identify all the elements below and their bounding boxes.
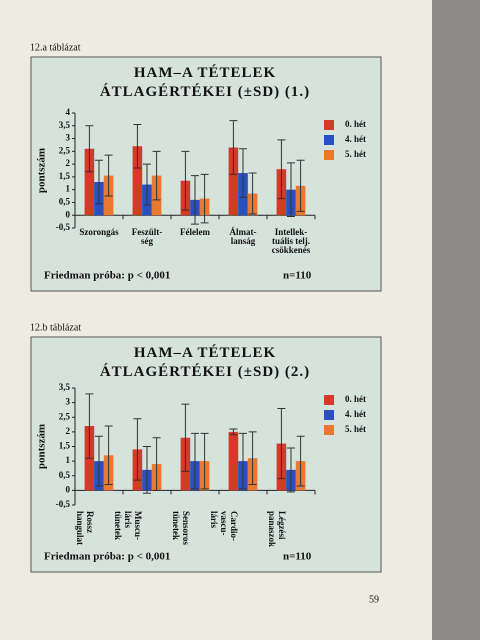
y-tick-label: 1 xyxy=(66,184,71,194)
x-tick-label: Félelem xyxy=(180,227,210,237)
error-bar xyxy=(239,148,247,198)
legend-swatch xyxy=(324,120,334,130)
page-number: 59 xyxy=(369,594,379,605)
error-bar xyxy=(248,172,257,215)
y-tick-label: 2,5 xyxy=(59,411,71,421)
y-tick-label: -0,5 xyxy=(56,499,71,509)
legend-swatch xyxy=(324,135,334,145)
x-tick-label: Szorongás xyxy=(79,227,119,237)
y-axis-label: pontszám xyxy=(36,424,48,469)
legend-label: 0. hét xyxy=(345,119,366,129)
y-tick-label: -0,5 xyxy=(56,222,71,232)
table-label: 12.b táblázat xyxy=(30,322,81,333)
y-tick-label: 4 xyxy=(66,107,71,117)
error-bar xyxy=(95,435,103,487)
legend-swatch xyxy=(324,410,334,420)
error-bar xyxy=(248,431,257,486)
bar xyxy=(228,147,239,216)
error-bar xyxy=(181,150,190,211)
y-tick-label: 0 xyxy=(66,209,71,219)
error-bar xyxy=(229,120,238,175)
x-tick-label: Rosszhangulat xyxy=(75,511,95,545)
error-bar xyxy=(95,159,103,205)
annotation: Friedman próba: p < 0,001 xyxy=(44,270,170,282)
y-tick-label: 3,5 xyxy=(59,120,71,130)
error-bar xyxy=(133,418,142,481)
y-tick-label: 3 xyxy=(66,397,71,407)
y-tick-label: 3,5 xyxy=(59,382,71,392)
y-tick-label: 2 xyxy=(66,158,71,168)
chart-title: HAM–A TÉTELEK ÁTLAGÉRTÉKEI (±SD) (1.) xyxy=(100,64,310,100)
y-tick-label: 0 xyxy=(66,484,71,494)
error-bar xyxy=(287,447,295,493)
legend-label: 5. hét xyxy=(345,424,366,434)
y-tick-label: 0,5 xyxy=(59,470,71,480)
bar xyxy=(132,146,143,216)
bar xyxy=(228,431,239,491)
error-bar xyxy=(104,425,113,486)
error-bar xyxy=(181,403,190,472)
legend-swatch xyxy=(324,425,334,435)
error-bar xyxy=(191,175,199,225)
error-bar xyxy=(191,432,199,490)
chart-title: HAM–A TÉTELEK ÁTLAGÉRTÉKEI (±SD) (2.) xyxy=(100,344,310,380)
sample-size: n=110 xyxy=(283,551,312,563)
legend-label: 5. hét xyxy=(345,149,366,159)
error-bar xyxy=(296,159,305,212)
error-bar xyxy=(239,432,247,490)
x-tick-label: Cardio-vascu-láris xyxy=(209,511,239,541)
x-tick-label: Álmat-lanság xyxy=(230,227,257,246)
x-tick-label: Feszült-ség xyxy=(132,227,163,246)
x-tick-label: Sensorostünetek xyxy=(171,511,191,545)
error-bar xyxy=(287,162,295,217)
y-axis-label: pontszám xyxy=(36,148,48,193)
error-bar xyxy=(85,125,94,173)
error-bar xyxy=(152,437,161,491)
error-bar xyxy=(133,124,142,169)
page-edge xyxy=(432,0,480,640)
x-tick-label: Légzésipanaszok xyxy=(267,511,287,547)
error-bar xyxy=(85,393,94,459)
sample-size: n=110 xyxy=(283,270,312,282)
x-tick-label: Intellek-tuális telj. csökkenés xyxy=(272,227,311,255)
y-tick-label: 1 xyxy=(66,455,71,465)
y-tick-label: 3 xyxy=(66,133,71,143)
legend-label: 0. hét xyxy=(345,394,366,404)
error-bar xyxy=(277,407,286,480)
error-bar xyxy=(152,150,161,201)
y-tick-label: 2,5 xyxy=(59,145,71,155)
y-tick-label: 1,5 xyxy=(59,441,71,451)
y-tick-label: 2 xyxy=(66,426,71,436)
legend-label: 4. hét xyxy=(345,134,366,144)
y-tick-label: 1,5 xyxy=(59,171,71,181)
y-tick-label: 0,5 xyxy=(59,197,71,207)
error-bar xyxy=(104,154,113,197)
error-bar xyxy=(277,139,286,200)
error-bar xyxy=(229,428,238,436)
error-bar xyxy=(296,435,305,487)
error-bar xyxy=(143,446,151,494)
table-label: 12.a táblázat xyxy=(30,42,81,53)
bar xyxy=(84,148,95,216)
x-tick-label: Muscu-láristünetek xyxy=(113,511,143,540)
legend-swatch xyxy=(324,150,334,160)
error-bar xyxy=(200,432,209,490)
annotation: Friedman próba: p < 0,001 xyxy=(44,551,170,563)
error-bar xyxy=(200,173,209,224)
legend-label: 4. hét xyxy=(345,409,366,419)
legend-swatch xyxy=(324,395,334,405)
error-bar xyxy=(143,163,151,206)
